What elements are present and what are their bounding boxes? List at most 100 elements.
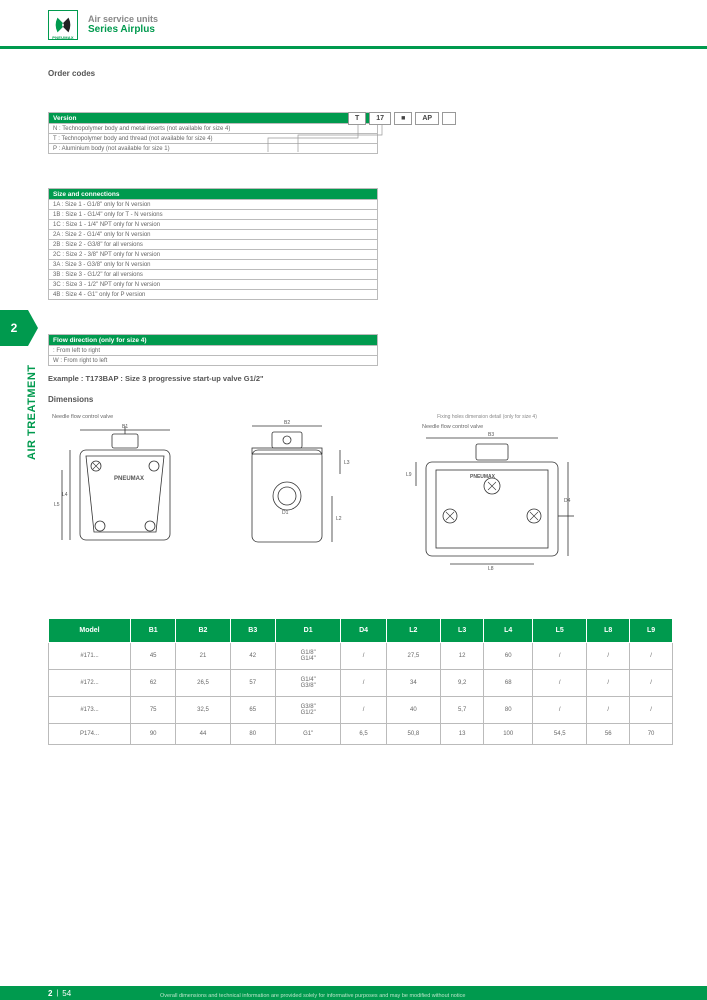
dim-cell: G1": [275, 724, 340, 745]
dim-cell: /: [341, 643, 386, 670]
footer-disclaimer: Overall dimensions and technical informa…: [160, 993, 465, 999]
svg-text:PNEUMAX: PNEUMAX: [114, 476, 144, 482]
dim-cell: 40: [386, 697, 440, 724]
dim-cell: 50,8: [386, 724, 440, 745]
order-codes-heading: Order codes: [48, 69, 677, 78]
dim-cell: 26,5: [176, 670, 230, 697]
dim-cell: #172...: [49, 670, 131, 697]
option-table-header: Flow direction (only for size 4): [49, 335, 378, 346]
dimensions-heading: Dimensions: [48, 395, 677, 404]
drawing-side: B2 L2 L3 D1: [222, 414, 352, 564]
dim-cell: 42: [230, 643, 275, 670]
dim-cell: 34: [386, 670, 440, 697]
dim-col-header: Model: [49, 619, 131, 643]
dim-cell: #171...: [49, 643, 131, 670]
svg-text:L5: L5: [54, 502, 60, 508]
dim-cell: 68: [484, 670, 533, 697]
option-row: W : From right to left: [49, 356, 378, 366]
dim-cell: /: [630, 697, 673, 724]
option-row: 2A : Size 2 - G1/4" only for N version: [49, 230, 378, 240]
dim-cell: 9,2: [440, 670, 483, 697]
dim-cell: 44: [176, 724, 230, 745]
dim-cell: 6,5: [341, 724, 386, 745]
dim-cell: 54,5: [533, 724, 587, 745]
dim-col-header: L4: [484, 619, 533, 643]
dim-col-header: B3: [230, 619, 275, 643]
dim-cell: 80: [230, 724, 275, 745]
svg-text:L3: L3: [344, 460, 350, 466]
option-row: P : Aluminium body (not available for si…: [49, 144, 378, 154]
footer-chapter: 2: [48, 989, 52, 998]
footer-page: 54: [62, 989, 71, 998]
svg-text:B1: B1: [122, 424, 128, 430]
drawing-fixing-detail: PNEUMAX B3 L9 D4 L8: [402, 432, 582, 572]
order-code-builder: T 17 ■ AP VersionN : Technopolymer body …: [48, 112, 677, 366]
svg-text:PNEUMAX: PNEUMAX: [470, 474, 496, 480]
option-row: 1B : Size 1 - G1/4" only for T - N versi…: [49, 210, 378, 220]
dim-cell: G1/4"G3/8": [275, 670, 340, 697]
dimensions-table: ModelB1B2B3D1D4L2L3L4L5L8L9 #171...45214…: [48, 618, 673, 745]
code-cell-version: T: [348, 112, 366, 125]
option-row: 1C : Size 1 - 1/4" NPT only for N versio…: [49, 220, 378, 230]
svg-text:L8: L8: [488, 566, 494, 572]
dim-row: #173...7532,565G3/8"G1/2"/405,780///: [49, 697, 673, 724]
dim-cell: 80: [484, 697, 533, 724]
dim-cell: 27,5: [386, 643, 440, 670]
dim-cell: 57: [230, 670, 275, 697]
option-row: 3A : Size 3 - G3/8" only for N version: [49, 260, 378, 270]
option-table: VersionN : Technopolymer body and metal …: [48, 112, 378, 154]
page-footer: Overall dimensions and technical informa…: [0, 986, 707, 1000]
dim-cell: /: [341, 697, 386, 724]
dim-cell: 65: [230, 697, 275, 724]
option-row: 3C : Size 3 - 1/2" NPT only for N versio…: [49, 280, 378, 290]
svg-text:B3: B3: [488, 432, 494, 438]
dim-cell: /: [587, 697, 630, 724]
code-cell-series: 17: [369, 112, 391, 125]
order-code-example: Example : T173BAP : Size 3 progressive s…: [48, 374, 677, 383]
option-row: T : Technopolymer body and thread (not a…: [49, 134, 378, 144]
dim-cell: 62: [131, 670, 176, 697]
header-category: Air service units: [88, 15, 158, 25]
dim-col-header: L8: [587, 619, 630, 643]
dim-cell: 90: [131, 724, 176, 745]
dim-cell: 5,7: [440, 697, 483, 724]
svg-text:D1: D1: [282, 510, 289, 516]
dim-row: #171...452142G1/8"G1/4"/27,51260///: [49, 643, 673, 670]
dim-cell: 70: [630, 724, 673, 745]
page-header: PNEUMAX Air service units Series Airplus: [0, 0, 707, 44]
option-row: N : Technopolymer body and metal inserts…: [49, 124, 378, 134]
dim-row: P174...904480G1"6,550,81310054,55670: [49, 724, 673, 745]
dim-cell: /: [533, 697, 587, 724]
dim-cell: /: [533, 670, 587, 697]
svg-text:D4: D4: [564, 498, 571, 504]
drawing-front: PNEUMAX B1 L4 L5: [52, 422, 192, 562]
svg-text:L9: L9: [406, 472, 412, 478]
dim-col-header: B1: [131, 619, 176, 643]
dim-cell: /: [587, 670, 630, 697]
dim-col-header: L5: [533, 619, 587, 643]
dim-cell: 100: [484, 724, 533, 745]
option-row: 4B : Size 4 - G1" only for P version: [49, 290, 378, 300]
dim-cell: P174...: [49, 724, 131, 745]
dim-cell: 13: [440, 724, 483, 745]
dim-cell: G1/8"G1/4": [275, 643, 340, 670]
dim-cell: /: [630, 670, 673, 697]
dim-cell: /: [587, 643, 630, 670]
option-row: 2B : Size 2 - G3/8" for all versions: [49, 240, 378, 250]
option-row: 1A : Size 1 - G1/8" only for N version: [49, 200, 378, 210]
dim-row: #172...6226,557G1/4"G3/8"/349,268///: [49, 670, 673, 697]
dim-col-header: L2: [386, 619, 440, 643]
option-row: 2C : Size 2 - 3/8" NPT only for N versio…: [49, 250, 378, 260]
dim-col-header: L3: [440, 619, 483, 643]
dim-cell: 60: [484, 643, 533, 670]
dim-cell: /: [630, 643, 673, 670]
option-table-header: Size and connections: [49, 189, 378, 200]
dim-cell: 32,5: [176, 697, 230, 724]
code-cell-type: AP: [415, 112, 439, 125]
dim-cell: 12: [440, 643, 483, 670]
code-cells: T 17 ■ AP: [348, 112, 456, 125]
dim-col-header: D4: [341, 619, 386, 643]
dim-cell: 75: [131, 697, 176, 724]
dim-col-header: D1: [275, 619, 340, 643]
code-cell-size: ■: [394, 112, 412, 125]
